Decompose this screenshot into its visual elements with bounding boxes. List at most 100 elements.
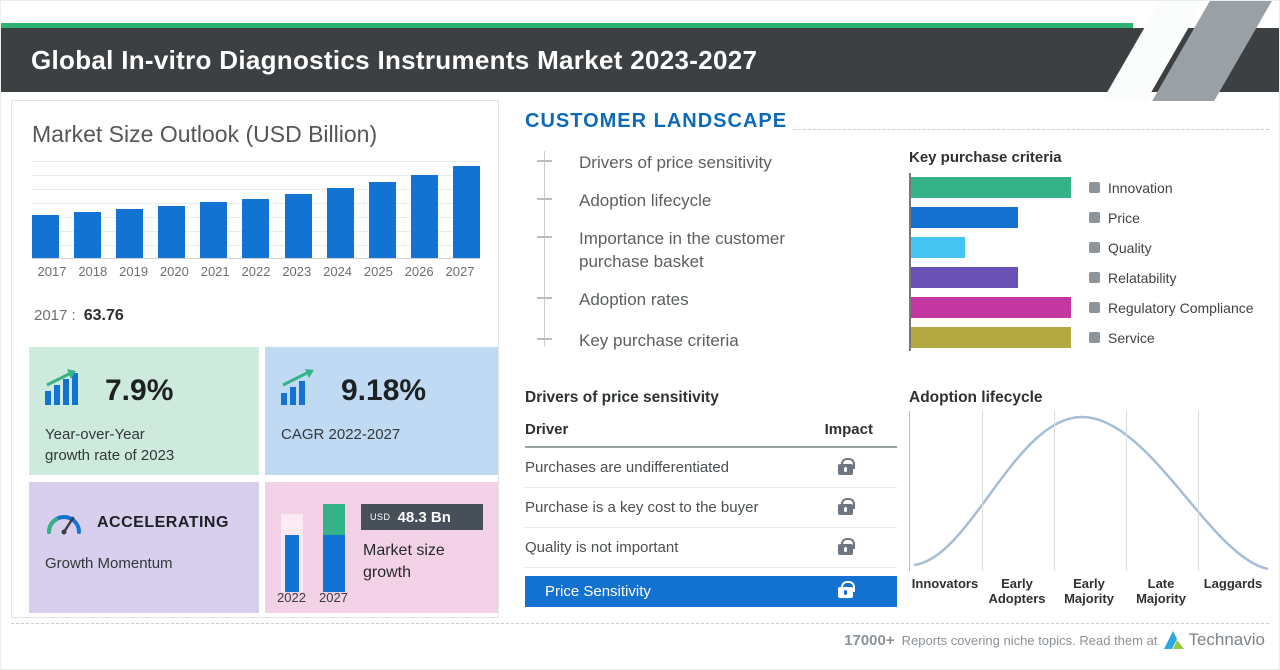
col-driver: Driver bbox=[525, 421, 569, 438]
criteria-bar-price bbox=[911, 207, 1018, 228]
stage-divider bbox=[1054, 411, 1055, 571]
lock-icon bbox=[838, 538, 855, 555]
legend-label: Service bbox=[1108, 329, 1155, 346]
legend-marker-icon bbox=[1089, 272, 1100, 283]
market-x-label: 2027 bbox=[445, 264, 475, 279]
criteria-bar-quality bbox=[911, 237, 965, 258]
stage-divider bbox=[982, 411, 983, 571]
base-year-value: 63.76 bbox=[83, 307, 124, 324]
footer-dashed-rule bbox=[11, 623, 1269, 624]
market-x-label: 2017 bbox=[37, 264, 67, 279]
growth-amount: 48.3 Bn bbox=[397, 508, 451, 526]
legend-marker-icon bbox=[1089, 332, 1100, 343]
momentum-card: ACCELERATING Growth Momentum bbox=[29, 482, 259, 613]
yoy-label-line2: growth rate of 2023 bbox=[45, 447, 175, 464]
market-size-chart bbox=[32, 161, 480, 259]
growth-amount-badge: USD 48.3 Bn bbox=[361, 504, 483, 530]
yoy-growth-card: 7.9% Year-over-Year growth rate of 2023 bbox=[29, 347, 259, 475]
base-year-note: 2017 : 63.76 bbox=[34, 307, 124, 325]
market-size-panel: Market Size Outlook (USD Billion) 2017 20… bbox=[11, 100, 499, 618]
market-x-label: 2019 bbox=[119, 264, 149, 279]
yoy-label-line1: Year-over-Year bbox=[45, 426, 145, 443]
stage-divider bbox=[1126, 411, 1127, 571]
legend-item: Quality bbox=[1089, 237, 1254, 258]
legend-marker-icon bbox=[1089, 242, 1100, 253]
momentum-value: ACCELERATING bbox=[97, 513, 229, 531]
yoy-value: 7.9% bbox=[105, 373, 174, 407]
market-x-labels: 2017 2018 2019 2020 2021 2022 2023 2024 2025 2026… bbox=[32, 264, 480, 279]
driver-cell: Purchase is a key cost to the buyer bbox=[525, 499, 759, 516]
landscape-item-price-sensitivity: Drivers of price sensitivity bbox=[579, 153, 772, 172]
price-sensitivity-row: Price Sensitivity bbox=[525, 576, 897, 607]
legend-item: Innovation bbox=[1089, 177, 1254, 198]
legend-marker-icon bbox=[1089, 182, 1100, 193]
legend-item: Service bbox=[1089, 327, 1254, 348]
driver-cell: Purchases are undifferentiated bbox=[525, 459, 730, 476]
footer-text: Reports covering niche topics. Read them… bbox=[901, 632, 1158, 648]
landscape-list-axis bbox=[544, 151, 545, 346]
header-accent-stripe bbox=[1, 23, 1133, 28]
technavio-logo[interactable]: Technavio bbox=[1164, 630, 1265, 650]
cagr-value: 9.18% bbox=[341, 373, 427, 407]
landscape-item-adoption-rates: Adoption rates bbox=[579, 290, 689, 309]
legend-label: Price bbox=[1108, 209, 1140, 226]
legend-label: Quality bbox=[1108, 239, 1152, 256]
list-tick-icon bbox=[537, 338, 552, 340]
lock-icon bbox=[838, 498, 855, 515]
growth-mini-chart bbox=[279, 502, 367, 592]
legend-item: Price bbox=[1089, 207, 1254, 228]
market-bar-2017 bbox=[32, 215, 59, 258]
trend-up-icon bbox=[281, 369, 327, 412]
criteria-bar-innovation bbox=[911, 177, 1071, 198]
list-tick-icon bbox=[537, 160, 552, 162]
market-bars bbox=[32, 161, 480, 259]
growth-bar-2022 bbox=[285, 535, 299, 592]
growth-year-end: 2027 bbox=[319, 590, 348, 605]
base-year-label: 2017 : bbox=[34, 307, 76, 324]
growth-currency: USD bbox=[370, 512, 391, 522]
stage-label: Early Majority bbox=[1064, 576, 1114, 606]
col-impact: Impact bbox=[824, 421, 873, 438]
criteria-legend: Innovation Price Quality Relatability Regula… bbox=[1089, 177, 1254, 348]
cagr-label: CAGR 2022-2027 bbox=[281, 426, 401, 443]
stage-divider bbox=[1198, 411, 1199, 571]
price-sensitivity-label: Price Sensitivity bbox=[545, 583, 651, 600]
bell-curve bbox=[913, 415, 1269, 571]
criteria-bar-relatability bbox=[911, 267, 1018, 288]
market-bar-2019 bbox=[116, 209, 144, 258]
lock-icon bbox=[838, 458, 855, 475]
stage-label: Late Majority bbox=[1136, 576, 1186, 606]
brand-name: Technavio bbox=[1188, 630, 1265, 649]
legend-item: Relatability bbox=[1089, 267, 1254, 288]
growth-col-2022 bbox=[281, 502, 305, 592]
key-purchase-criteria-title: Key purchase criteria bbox=[909, 149, 1062, 166]
market-x-label: 2020 bbox=[159, 264, 189, 279]
market-bar-2025 bbox=[368, 182, 396, 258]
market-x-label: 2023 bbox=[282, 264, 312, 279]
landscape-item-purchase-basket: Importance in the customer purchase bask… bbox=[579, 229, 785, 271]
legend-label: Relatability bbox=[1108, 269, 1177, 286]
list-tick-icon bbox=[537, 297, 552, 299]
criteria-bar-regulatory-compliance bbox=[911, 297, 1071, 318]
market-bar-2018 bbox=[74, 212, 102, 258]
customer-landscape-title: CUSTOMER LANDSCAPE bbox=[525, 110, 788, 132]
criteria-bars bbox=[911, 177, 1071, 348]
drivers-table-header: Driver Impact bbox=[525, 421, 897, 448]
stage-label: Early Adopters bbox=[988, 576, 1046, 606]
header-band: Global In-vitro Diagnostics Instruments … bbox=[1, 28, 1279, 92]
list-tick-icon bbox=[537, 198, 552, 200]
market-bar-2027 bbox=[452, 166, 480, 258]
market-x-label: 2022 bbox=[241, 264, 271, 279]
market-bar-2026 bbox=[410, 175, 438, 258]
market-x-label: 2018 bbox=[78, 264, 108, 279]
legend-item: Regulatory Compliance bbox=[1089, 297, 1254, 318]
legend-label: Regulatory Compliance bbox=[1108, 299, 1254, 316]
bar-growth-icon bbox=[45, 369, 91, 412]
market-bar-2020 bbox=[158, 206, 186, 258]
list-tick-icon bbox=[537, 236, 552, 238]
market-x-label: 2026 bbox=[404, 264, 434, 279]
criteria-bar-service bbox=[911, 327, 1071, 348]
legend-marker-icon bbox=[1089, 212, 1100, 223]
market-bar-2023 bbox=[284, 194, 312, 258]
